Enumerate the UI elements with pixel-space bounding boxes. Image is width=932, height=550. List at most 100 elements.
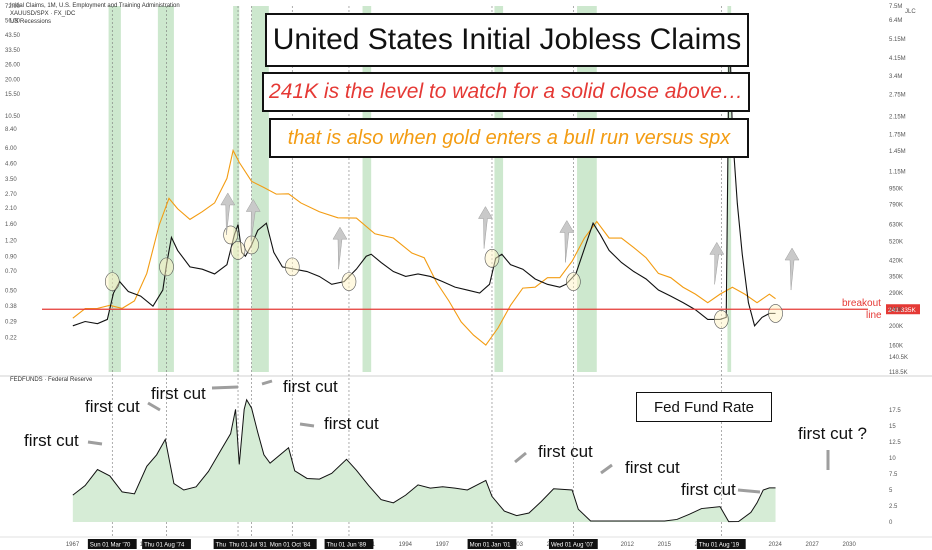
right-axis-tick-7: 2.15M <box>889 114 906 120</box>
right-axis-tick-22: 118.5K <box>889 370 908 376</box>
right-axis-tick-4: 4.15M <box>889 56 906 62</box>
highlight-circle-8 <box>484 248 500 268</box>
right-axis-tick-18: 240K <box>889 308 903 314</box>
recession-band-5 <box>362 6 372 372</box>
left-axis-tick-3: 43.50 <box>5 33 21 39</box>
left-axis-tick-21: 0.29 <box>5 320 17 326</box>
fed-axis-tick-7: 2.5 <box>889 504 898 510</box>
left-axis-tick-19: 0.50 <box>5 288 17 294</box>
x-axis-tick-1: 1967 <box>66 542 80 548</box>
left-axis-tick-2: 56.00 <box>5 18 21 24</box>
left-axis-tick-6: 20.00 <box>5 77 21 83</box>
left-axis-tick-17: 0.90 <box>5 255 17 261</box>
date-tag-bg-5 <box>267 539 317 549</box>
date-tag-7: Mon 01 Jan '01 <box>470 543 512 549</box>
right-axis-tick-21: 140.5K <box>889 355 908 361</box>
left-axis-tick-22: 0.22 <box>5 335 17 341</box>
left-axis-tick-16: 1.20 <box>5 238 17 244</box>
recession-band-6 <box>494 6 504 372</box>
recession-band-2 <box>157 6 174 372</box>
cut-arrow-2 <box>147 401 161 412</box>
up-arrow-4 <box>478 206 493 249</box>
right-axis-tick-1: 7.5M <box>889 4 902 10</box>
right-axis-tick-19: 200K <box>889 324 903 330</box>
fedfunds-area <box>72 399 776 522</box>
left-axis-tick-1: 72.00 <box>5 4 21 10</box>
right-axis-tick-15: 420K <box>889 258 903 264</box>
x-axis-tick-9: 1994 <box>399 542 413 548</box>
x-axis-tick-20: 2027 <box>806 542 820 548</box>
first-cut-label-4: first cut <box>283 377 338 396</box>
left-axis-tick-14: 2.10 <box>5 206 17 212</box>
right-axis-tick-10: 1.15M <box>889 169 906 175</box>
right-axis-tick-11: 950K <box>889 186 903 192</box>
highlight-circle-4 <box>230 241 246 260</box>
breakout-label: breakout <box>842 298 881 309</box>
cut-arrow-6 <box>514 451 527 464</box>
right-axis-tick-9: 1.45M <box>889 149 906 155</box>
right-axis-tick-5: 3.4M <box>889 74 902 80</box>
date-tag-bg-2 <box>142 539 191 549</box>
first-cut-label-3: first cut <box>151 384 206 403</box>
left-axis-tick-11: 4.60 <box>5 161 17 167</box>
up-arrow-2 <box>245 199 261 242</box>
breakout-label-line2: line <box>866 310 882 321</box>
left-axis-tick-18: 0.70 <box>5 269 17 275</box>
legend-claims: Initial Claims, 1M, U.S. Employment and … <box>10 3 180 9</box>
fed-axis-tick-1: 17.5 <box>889 408 901 414</box>
date-tag-bg-4 <box>227 539 276 549</box>
cut-arrow-1 <box>87 440 103 446</box>
highlight-circle-6 <box>284 257 300 277</box>
date-tag-9: Thu 01 Aug '19 <box>699 543 740 549</box>
x-axis-tick-16: 2015 <box>658 542 672 548</box>
date-tag-bg-6 <box>324 539 374 549</box>
fed-axis-tick-8: 0 <box>889 520 893 526</box>
right-axis-tick-20: 160K <box>889 344 903 350</box>
date-tag-8: Wed 01 Aug '07 <box>551 543 594 549</box>
right-axis-tick-16: 350K <box>889 274 903 280</box>
left-axis-tick-15: 1.60 <box>5 222 17 228</box>
right-axis-title: JLC <box>905 9 916 15</box>
legend-fedfunds: FEDFUNDS · Federal Reserve <box>10 377 93 383</box>
first-cut-label-6: first cut <box>538 442 593 461</box>
cut-arrow-8 <box>737 488 761 494</box>
left-axis-tick-9: 8.40 <box>5 127 17 133</box>
date-tag-5: Mon 01 Oct '84 <box>270 543 311 549</box>
subtitle-red: 241K is the level to watch for a solid c… <box>262 72 750 112</box>
date-tag-1: Sun 01 Mar '70 <box>90 543 131 549</box>
legend-gold-spx: XAUUSD/SPX · FX_IDC <box>10 11 76 17</box>
right-axis-tick-17: 290K <box>889 291 903 297</box>
right-axis-tick-12: 790K <box>889 203 903 209</box>
up-arrow-1 <box>220 192 236 235</box>
left-axis-tick-13: 2.70 <box>5 192 17 198</box>
x-axis-tick-10: 1997 <box>436 542 450 548</box>
date-tag-bg-1 <box>87 539 137 549</box>
main-title: United States Initial Jobless Claims <box>265 13 749 67</box>
highlight-circle-3 <box>223 225 238 245</box>
first-cut-label-1: first cut <box>24 431 79 450</box>
recession-band-3 <box>233 6 240 372</box>
up-arrow-3 <box>332 226 348 270</box>
left-axis-tick-10: 6.00 <box>5 146 17 152</box>
fed-fund-rate-label: Fed Fund Rate <box>636 392 772 422</box>
highlight-circle-10 <box>713 310 729 329</box>
breakout-value-tag <box>886 304 920 315</box>
subtitle-orange: that is also when gold enters a bull run… <box>269 118 749 158</box>
x-axis-tick-19: 2024 <box>769 542 783 548</box>
highlight-circle-9 <box>566 272 581 291</box>
breakout-value: 241.335K <box>888 307 916 314</box>
right-axis-tick-13: 630K <box>889 223 903 229</box>
up-arrow-5 <box>559 219 575 263</box>
left-axis-tick-8: 10.50 <box>5 114 21 120</box>
left-axis-tick-12: 3.50 <box>5 177 17 183</box>
x-axis-tick-21: 2030 <box>843 542 857 548</box>
date-tag-bg-9 <box>696 539 746 549</box>
first-cut-label-2: first cut <box>85 397 140 416</box>
date-tag-6: Thu 01 Jun '89 <box>327 543 367 549</box>
left-axis-tick-7: 15.50 <box>5 92 21 98</box>
fed-axis-tick-3: 12.5 <box>889 440 901 446</box>
cut-arrow-5 <box>299 422 315 428</box>
recession-band-8 <box>727 6 732 372</box>
up-arrow-6 <box>709 241 725 285</box>
first-cut-label-7: first cut <box>625 458 680 477</box>
